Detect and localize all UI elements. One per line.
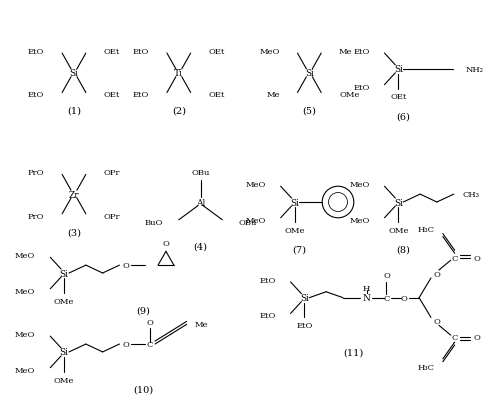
Text: O: O <box>401 294 407 302</box>
Text: PrO: PrO <box>28 212 44 220</box>
Text: MeO: MeO <box>15 252 36 260</box>
Text: EtO: EtO <box>133 91 149 99</box>
Text: O: O <box>383 271 390 279</box>
Text: OEt: OEt <box>104 91 120 99</box>
Text: OEt: OEt <box>208 91 225 99</box>
Text: O: O <box>123 340 130 348</box>
Text: O: O <box>162 240 170 248</box>
Text: N: N <box>363 294 370 303</box>
Text: Si: Si <box>394 65 403 74</box>
Text: Me: Me <box>266 91 280 99</box>
Text: Si: Si <box>70 69 78 78</box>
Text: OMe: OMe <box>284 226 304 234</box>
Text: (9): (9) <box>136 306 150 315</box>
Text: OBu: OBu <box>238 218 256 226</box>
Text: Si: Si <box>290 198 299 207</box>
Text: EtO: EtO <box>260 312 276 320</box>
Text: OEt: OEt <box>390 93 406 101</box>
Text: OMe: OMe <box>54 297 74 305</box>
Text: C: C <box>147 340 154 348</box>
Text: H: H <box>363 284 370 292</box>
Text: (2): (2) <box>172 107 186 115</box>
Text: (1): (1) <box>67 107 81 115</box>
Text: EtO: EtO <box>28 48 44 56</box>
Text: CH₃: CH₃ <box>462 191 479 198</box>
Text: MeO: MeO <box>15 366 36 374</box>
Text: Si: Si <box>305 69 314 78</box>
Text: Me: Me <box>194 320 208 328</box>
Text: Si: Si <box>394 198 403 207</box>
Text: EtO: EtO <box>133 48 149 56</box>
Text: Me: Me <box>339 48 352 56</box>
Text: (10): (10) <box>133 385 154 394</box>
Text: Ti: Ti <box>174 69 183 78</box>
Text: (3): (3) <box>67 228 81 237</box>
Text: (4): (4) <box>194 242 207 251</box>
Text: O: O <box>123 262 130 269</box>
Text: O: O <box>434 318 441 326</box>
Text: EtO: EtO <box>28 91 44 99</box>
Text: (6): (6) <box>396 113 410 121</box>
Text: O: O <box>146 319 154 326</box>
Text: O: O <box>474 333 480 341</box>
Text: OMe: OMe <box>54 375 74 384</box>
Text: Zr: Zr <box>68 190 80 199</box>
Text: OMe: OMe <box>339 91 359 99</box>
Text: C: C <box>384 294 390 302</box>
Text: OMe: OMe <box>388 226 408 234</box>
Text: MeO: MeO <box>246 216 266 224</box>
Text: NH₂: NH₂ <box>466 66 483 74</box>
Text: H₃C: H₃C <box>418 363 435 371</box>
Text: MeO: MeO <box>260 48 280 56</box>
Text: MeO: MeO <box>350 181 370 189</box>
Text: OPr: OPr <box>104 169 120 177</box>
Text: OEt: OEt <box>208 48 225 56</box>
Text: MeO: MeO <box>15 287 36 295</box>
Text: EtO: EtO <box>296 322 312 330</box>
Text: EtO: EtO <box>260 276 276 284</box>
Text: OBu: OBu <box>192 169 210 177</box>
Text: PrO: PrO <box>28 169 44 177</box>
Text: O: O <box>434 270 441 278</box>
Text: OPr: OPr <box>104 212 120 220</box>
Text: (7): (7) <box>292 245 306 254</box>
Text: O: O <box>474 255 480 262</box>
Text: (8): (8) <box>396 245 410 254</box>
Text: Si: Si <box>300 294 309 303</box>
Text: (11): (11) <box>344 347 364 356</box>
Text: C: C <box>452 255 458 262</box>
Text: MeO: MeO <box>15 330 36 338</box>
Text: OEt: OEt <box>104 48 120 56</box>
Text: MeO: MeO <box>246 181 266 189</box>
Text: Si: Si <box>60 269 68 278</box>
Text: (5): (5) <box>302 107 316 115</box>
Text: Al: Al <box>196 198 205 207</box>
Text: C: C <box>452 333 458 341</box>
Text: MeO: MeO <box>350 216 370 224</box>
Text: EtO: EtO <box>354 83 370 92</box>
Text: H₃C: H₃C <box>418 225 435 233</box>
Text: BuO: BuO <box>144 218 163 226</box>
Text: EtO: EtO <box>354 48 370 56</box>
Text: Si: Si <box>60 347 68 356</box>
